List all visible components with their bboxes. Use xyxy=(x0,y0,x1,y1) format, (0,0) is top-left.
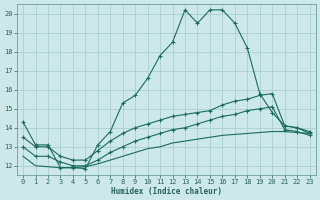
X-axis label: Humidex (Indice chaleur): Humidex (Indice chaleur) xyxy=(111,187,222,196)
